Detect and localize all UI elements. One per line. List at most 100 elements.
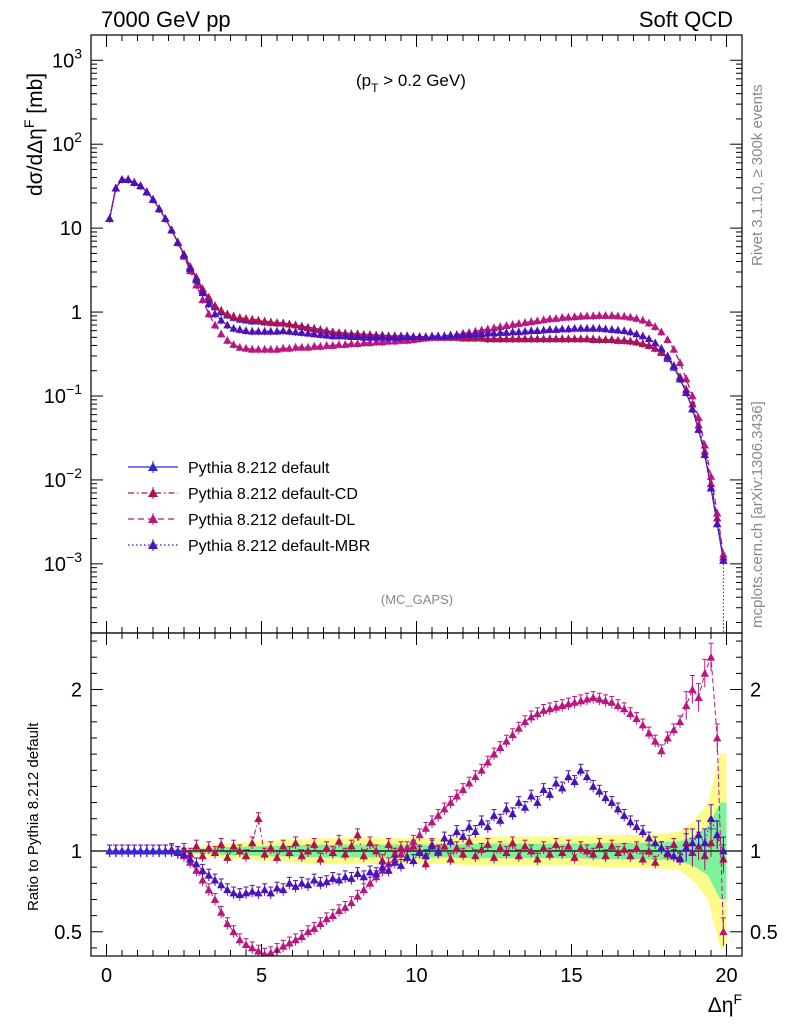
data-point xyxy=(496,334,505,343)
data-point xyxy=(347,332,356,340)
data-point xyxy=(514,851,523,860)
data-point xyxy=(291,327,300,336)
data-point xyxy=(192,280,201,289)
main-axes: 10−3 10−2 10−1 1 10 102 103 xyxy=(44,34,742,633)
data-point xyxy=(688,404,697,413)
data-point xyxy=(527,791,536,800)
data-point xyxy=(477,817,486,826)
data-point xyxy=(396,333,406,341)
data-point xyxy=(533,316,542,325)
data-point xyxy=(130,846,139,855)
data-point xyxy=(328,911,337,919)
ratio-panel: 0 5 10 15 20 0.5 0.5 1 1 2 2 Ratio to Pythia 8.212… xyxy=(25,632,778,1017)
data-point xyxy=(601,696,610,705)
data-point xyxy=(489,328,499,337)
data-point xyxy=(582,324,592,332)
data-point xyxy=(217,315,226,324)
data-point xyxy=(248,887,257,895)
data-point xyxy=(347,339,356,348)
data-point xyxy=(595,324,604,332)
data-point xyxy=(186,264,195,272)
series-line xyxy=(109,657,724,955)
data-point xyxy=(638,827,647,836)
x-tick-label: 0 xyxy=(101,965,112,987)
data-point xyxy=(570,324,579,332)
data-point xyxy=(204,843,213,852)
data-point xyxy=(390,858,399,866)
legend-entry-cd: Pythia 8.212 default-CD xyxy=(128,486,358,503)
data-point xyxy=(297,343,306,351)
data-point xyxy=(489,853,499,861)
data-point xyxy=(533,854,542,863)
data-point xyxy=(372,333,381,341)
data-point xyxy=(217,306,226,314)
data-point xyxy=(570,312,579,321)
data-point xyxy=(254,946,263,955)
ratio-y-tick-label-right: 2 xyxy=(750,680,761,702)
data-point xyxy=(297,322,306,331)
data-point xyxy=(613,701,623,710)
data-point xyxy=(626,336,635,345)
data-point xyxy=(558,324,567,333)
data-point xyxy=(651,344,660,352)
data-point xyxy=(254,345,263,353)
data-point xyxy=(564,841,573,850)
ratio-y-tick-label-right: 0.5 xyxy=(750,922,778,944)
data-point xyxy=(372,869,381,877)
data-point xyxy=(564,324,573,333)
data-point xyxy=(570,853,579,861)
data-point xyxy=(285,319,294,328)
data-point xyxy=(471,772,480,781)
data-point xyxy=(241,326,251,335)
x-tick-label: 10 xyxy=(405,965,427,987)
data-point xyxy=(303,343,313,351)
data-point xyxy=(241,888,251,897)
data-point xyxy=(427,331,437,340)
x-axis-label: ΔηF xyxy=(708,991,742,1017)
main-y-tick-label: 102 xyxy=(52,129,82,156)
data-point xyxy=(539,325,548,334)
data-point xyxy=(458,785,468,794)
data-point xyxy=(452,843,461,852)
data-point xyxy=(279,942,288,950)
data-point xyxy=(558,313,567,321)
data-point xyxy=(254,327,263,335)
data-point xyxy=(595,840,604,848)
data-point xyxy=(347,874,356,882)
series-line xyxy=(108,178,725,558)
data-point xyxy=(396,850,406,858)
data-point xyxy=(626,851,635,860)
data-point xyxy=(353,869,362,877)
legend-marker xyxy=(148,462,158,471)
data-point xyxy=(378,862,387,871)
data-point xyxy=(124,846,133,855)
series-line xyxy=(108,178,725,561)
data-point xyxy=(508,809,517,818)
main-series-cd xyxy=(105,175,728,562)
data-point xyxy=(223,853,232,861)
data-point xyxy=(644,846,654,855)
data-point xyxy=(434,846,443,855)
data-point xyxy=(471,329,480,338)
data-point xyxy=(248,327,257,335)
data-point xyxy=(111,846,120,855)
data-point xyxy=(390,333,399,341)
data-point xyxy=(675,717,685,726)
data-point xyxy=(626,312,635,321)
data-point xyxy=(328,341,337,349)
data-point xyxy=(266,843,275,852)
data-point xyxy=(620,704,629,713)
data-point xyxy=(440,804,449,813)
data-point xyxy=(192,859,201,868)
data-point xyxy=(663,351,672,360)
data-point xyxy=(706,483,716,492)
data-point xyxy=(341,340,350,348)
data-point xyxy=(272,883,282,892)
data-point xyxy=(378,337,387,346)
data-point xyxy=(533,326,542,335)
main-y-axis-label: dσ/dΔηF [mb] xyxy=(21,73,47,196)
data-point xyxy=(384,866,393,874)
data-point xyxy=(576,324,585,332)
data-point xyxy=(545,325,554,333)
data-point xyxy=(173,846,182,855)
